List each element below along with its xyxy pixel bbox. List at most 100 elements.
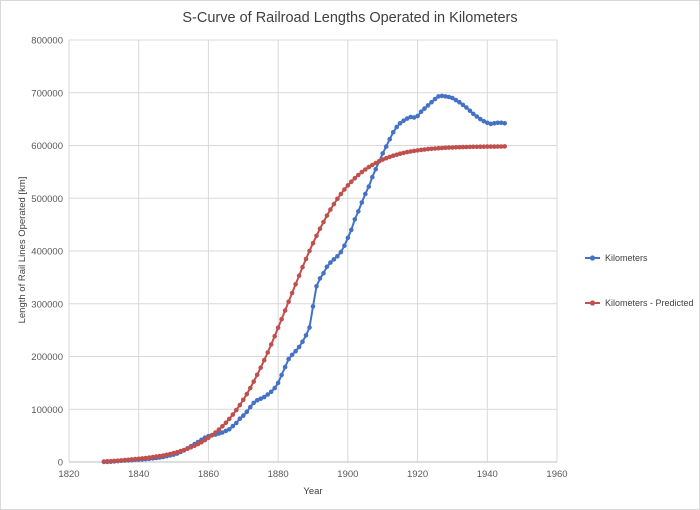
- data-point: [216, 427, 222, 432]
- data-point: [157, 453, 162, 459]
- data-point: [268, 389, 274, 395]
- data-point: [422, 106, 427, 111]
- data-point: [139, 456, 145, 461]
- data-point: [251, 379, 256, 384]
- data-point: [115, 458, 121, 464]
- data-point: [485, 144, 490, 149]
- data-point: [425, 103, 431, 108]
- data-point: [502, 144, 508, 149]
- data-point: [498, 120, 504, 126]
- data-point: [265, 350, 271, 355]
- data-point: [314, 284, 319, 289]
- series-line: [103, 94, 505, 463]
- data-point: [160, 453, 166, 458]
- data-point: [265, 392, 271, 397]
- data-point: [387, 154, 393, 160]
- data-point: [195, 441, 201, 447]
- data-point: [467, 108, 473, 113]
- data-point: [492, 121, 497, 126]
- data-point: [206, 435, 211, 441]
- legend-label: Kilometers: [605, 253, 648, 263]
- data-point: [244, 409, 250, 415]
- data-point: [237, 416, 243, 422]
- data-point: [254, 372, 260, 378]
- data-point: [390, 153, 396, 158]
- data-point: [112, 458, 117, 464]
- data-point: [443, 94, 448, 99]
- data-point: [356, 172, 361, 178]
- data-point: [457, 144, 462, 150]
- data-point: [272, 333, 278, 339]
- data-point: [282, 308, 288, 313]
- data-point: [439, 145, 445, 151]
- data-point: [418, 147, 424, 153]
- data-point: [164, 452, 169, 458]
- data-point: [478, 116, 483, 122]
- data-point: [349, 179, 354, 184]
- data-point: [296, 344, 302, 350]
- y-tick-label: 600000: [31, 141, 63, 152]
- x-tick-label: 1840: [128, 469, 149, 480]
- data-point: [143, 455, 148, 461]
- data-point: [432, 96, 438, 102]
- x-tick-label: 1940: [477, 469, 498, 480]
- data-point: [338, 191, 344, 197]
- data-point: [352, 217, 358, 222]
- data-point: [370, 162, 375, 168]
- data-point: [307, 248, 312, 254]
- data-point: [167, 451, 173, 457]
- y-tick-label: 100000: [31, 405, 63, 416]
- data-point: [370, 174, 375, 180]
- data-point: [317, 276, 323, 281]
- data-point: [108, 458, 114, 464]
- y-tick-label: 800000: [31, 36, 63, 47]
- data-point: [453, 97, 459, 103]
- data-point: [464, 144, 469, 150]
- data-point: [105, 459, 110, 464]
- data-point: [300, 339, 305, 345]
- data-point: [366, 184, 372, 189]
- y-tick-label: 700000: [31, 88, 63, 99]
- data-point: [356, 209, 361, 214]
- data-point: [126, 457, 131, 463]
- data-point: [425, 146, 431, 152]
- data-point: [279, 372, 284, 378]
- data-point: [387, 136, 393, 142]
- data-point: [119, 458, 124, 463]
- data-point: [234, 407, 239, 413]
- y-tick-label: 400000: [31, 247, 63, 258]
- data-point: [488, 144, 494, 149]
- data-point: [408, 149, 413, 154]
- data-point: [363, 167, 368, 172]
- data-point: [349, 227, 354, 233]
- data-point: [495, 120, 501, 126]
- data-point: [220, 424, 225, 429]
- data-point: [101, 459, 107, 464]
- data-point: [261, 357, 267, 363]
- data-point: [324, 213, 330, 218]
- data-point: [443, 145, 448, 151]
- data-point: [498, 144, 504, 149]
- data-point: [359, 200, 365, 205]
- data-point: [188, 445, 194, 450]
- data-point: [467, 144, 473, 150]
- data-point: [373, 166, 379, 172]
- data-point: [150, 454, 155, 460]
- data-point: [300, 264, 305, 270]
- data-point: [230, 412, 236, 417]
- data-point: [474, 144, 480, 150]
- data-point: [289, 290, 295, 296]
- data-point: [303, 256, 309, 262]
- data-point: [227, 416, 232, 422]
- data-point: [248, 404, 253, 410]
- data-point: [429, 99, 434, 105]
- data-point: [390, 130, 396, 135]
- data-point: [502, 121, 508, 126]
- data-point: [328, 260, 333, 265]
- data-point: [411, 115, 417, 120]
- data-point: [132, 456, 138, 462]
- data-point: [171, 450, 176, 456]
- data-point: [464, 105, 469, 110]
- data-point: [335, 253, 340, 259]
